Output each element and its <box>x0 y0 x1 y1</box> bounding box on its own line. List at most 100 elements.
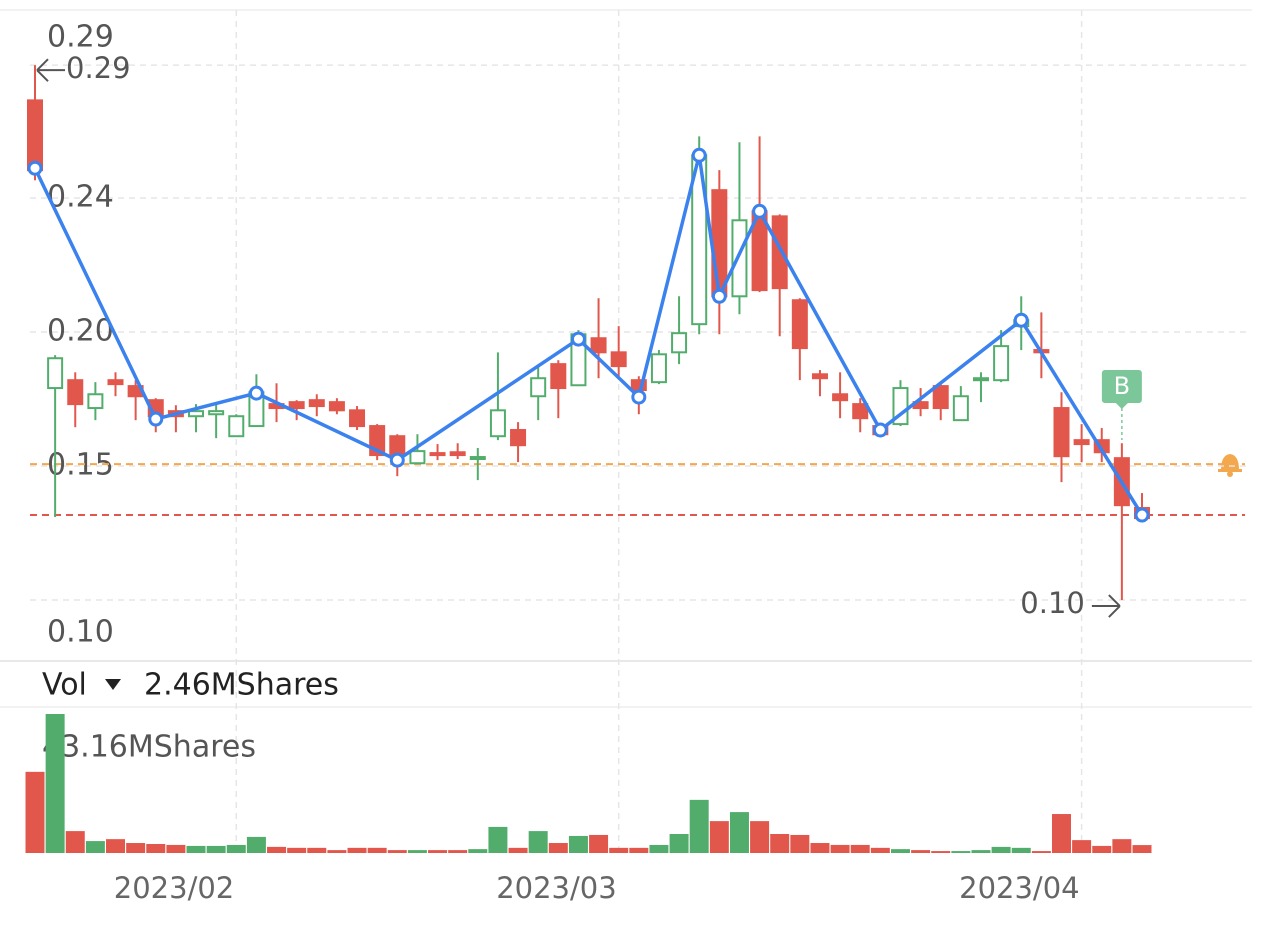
candle-body <box>510 429 527 447</box>
candle-body <box>47 357 64 390</box>
volume-bar <box>1011 847 1031 853</box>
overlay-point <box>148 411 164 427</box>
overlay-point <box>248 385 264 401</box>
volume-bar <box>729 812 749 853</box>
volume-bar <box>287 847 307 853</box>
candle <box>389 434 406 477</box>
candle-body <box>328 401 345 412</box>
candle <box>47 355 64 517</box>
candle-body <box>671 332 688 354</box>
high-arrow <box>36 58 65 82</box>
volume-bar <box>1132 845 1152 853</box>
volume-bar <box>246 836 266 853</box>
high-marker-label: 0.29 <box>66 51 131 85</box>
y-tick-label: 0.29 <box>47 20 114 55</box>
candle <box>167 405 184 433</box>
volume-bar <box>971 850 991 853</box>
candle <box>832 372 849 419</box>
volume-bar <box>528 831 548 853</box>
volume-bar <box>830 844 850 853</box>
candle-body <box>288 401 305 410</box>
volume-bar <box>790 834 810 853</box>
candle-body <box>107 379 124 386</box>
candle <box>791 298 808 381</box>
candle <box>228 414 245 438</box>
x-tick-label: 2023/02 <box>114 871 234 905</box>
candle <box>489 352 506 441</box>
candle-body <box>188 410 205 418</box>
candle-body <box>993 345 1010 382</box>
candle <box>650 350 667 385</box>
candle <box>67 372 84 428</box>
volume-bar <box>488 826 508 853</box>
candle-body <box>791 299 808 350</box>
overlay-point <box>691 147 707 163</box>
volume-bar <box>1072 840 1092 853</box>
candle-body <box>550 363 567 390</box>
volume-bar <box>327 850 347 853</box>
candle <box>852 398 869 433</box>
candle-body <box>228 415 245 438</box>
low-arrow <box>1091 594 1121 618</box>
candle <box>993 330 1010 383</box>
volume-bar <box>448 850 468 853</box>
volume-bar <box>146 843 166 853</box>
candle <box>952 386 969 422</box>
candle-body <box>389 435 406 457</box>
candle-body <box>208 410 225 416</box>
candle <box>328 398 345 415</box>
volume-bar <box>85 841 105 853</box>
candle-body <box>972 377 989 382</box>
candle-body <box>771 215 788 290</box>
volume-bar <box>568 835 588 853</box>
candle <box>550 360 567 419</box>
candle-body <box>409 450 426 465</box>
volume-bar <box>65 831 85 853</box>
volume-bar <box>508 847 528 853</box>
volume-bar <box>407 850 427 853</box>
candle-body <box>852 403 869 420</box>
volume-bar <box>870 847 890 853</box>
overlay-point <box>1134 507 1150 523</box>
overlay-point <box>631 389 647 405</box>
volume-bar <box>106 839 126 853</box>
volume-bar <box>387 850 407 853</box>
volume-bar <box>890 849 910 853</box>
candle-body <box>1053 407 1070 458</box>
volume-bar <box>226 844 246 853</box>
volume-bar <box>750 821 770 853</box>
candle <box>429 444 446 461</box>
overlay-point <box>1013 312 1029 328</box>
candle <box>610 326 627 377</box>
volume-bar <box>991 846 1011 853</box>
overlay-point <box>752 203 768 219</box>
candle <box>590 298 607 379</box>
volume-bar <box>951 851 971 853</box>
volume-bar <box>186 845 206 853</box>
candle-body <box>832 393 849 402</box>
y-tick-label: 0.10 <box>47 615 114 650</box>
volume-bar <box>770 833 790 853</box>
candle <box>208 404 225 439</box>
volume-bar <box>166 844 186 853</box>
volume-current: 2.46MShares <box>144 668 339 703</box>
volume-bar <box>45 714 65 853</box>
candle <box>510 422 527 463</box>
overlay-line <box>33 153 1144 516</box>
candle <box>1113 443 1130 601</box>
candle <box>349 406 366 431</box>
y-tick-label: 0.24 <box>47 180 114 215</box>
candle-body <box>449 451 466 457</box>
volume-bar <box>126 843 146 853</box>
volume-bar <box>206 845 226 853</box>
volume-bar <box>1031 851 1051 853</box>
candle-body <box>650 353 667 384</box>
dropdown-icon[interactable] <box>105 679 121 690</box>
volume-bar <box>1092 845 1112 853</box>
volume-max-label: 43.16MShares <box>42 730 256 765</box>
candle-body <box>469 456 486 461</box>
volume-bar <box>307 847 327 853</box>
candle-body <box>952 395 969 422</box>
candle <box>530 366 547 421</box>
candle <box>288 400 305 421</box>
